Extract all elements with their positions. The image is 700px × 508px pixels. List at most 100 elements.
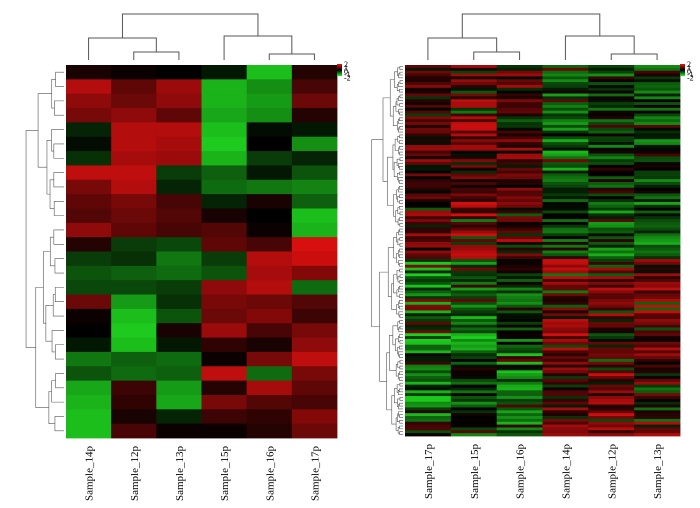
heatmap-cell: [111, 65, 157, 80]
dendrogram-branch: [399, 151, 403, 156]
heatmap-cell: [450, 284, 498, 288]
heatmap-cell: [634, 119, 681, 123]
heatmap-cell: [450, 433, 498, 437]
heatmap-cell: [405, 279, 452, 283]
heatmap-cell: [496, 293, 543, 297]
heatmap-cell: [111, 165, 157, 181]
heatmap-cell: [588, 364, 635, 368]
heatmap-cell: [291, 251, 338, 267]
heatmap-cell: [588, 404, 635, 408]
heatmap-cell: [634, 136, 681, 140]
heatmap-cell: [634, 142, 681, 146]
heatmap-cell: [542, 390, 589, 394]
heatmap-cell: [542, 84, 589, 89]
heatmap-cell: [405, 79, 452, 83]
heatmap-cell: [66, 208, 112, 224]
heatmap-cell: [201, 409, 248, 425]
heatmap-cell: [405, 150, 452, 154]
heatmap-cell: [496, 407, 543, 411]
heatmap-cell: [450, 122, 498, 126]
heatmap-cell: [496, 119, 543, 123]
heatmap-cell: [450, 119, 498, 123]
row-dendrogram: [371, 66, 403, 435]
heatmap-cell: [405, 433, 452, 437]
dendrogram-branch: [398, 260, 403, 266]
heatmap-cell: [588, 358, 635, 363]
heatmap-cell: [588, 301, 635, 306]
dendrogram-branch: [394, 388, 398, 404]
heatmap-cell: [496, 124, 543, 129]
heatmap-cell: [496, 270, 543, 274]
heatmap-cell: [634, 87, 681, 92]
heatmap-cell: [588, 82, 635, 86]
heatmap-cell: [450, 139, 498, 143]
heatmap-cell: [542, 219, 589, 223]
heatmap-cell: [542, 324, 589, 328]
heatmap-cell: [542, 193, 589, 197]
heatmap-cell: [405, 110, 452, 114]
heatmap-cell: [66, 409, 112, 425]
heatmap-cell: [450, 407, 498, 411]
heatmap-cell: [405, 173, 452, 177]
heatmap-cell: [588, 213, 635, 217]
heatmap-cell: [588, 407, 635, 411]
heatmap-cell: [405, 281, 452, 286]
heatmap-cell: [588, 107, 635, 112]
heatmap-cell: [588, 210, 635, 214]
heatmap-cell: [156, 294, 202, 310]
heatmap-cell: [496, 219, 543, 223]
heatmap-cell: [405, 390, 452, 394]
heatmap-cell: [111, 108, 157, 123]
heatmap-cell: [450, 110, 498, 114]
heatmap-cell: [450, 353, 498, 357]
heatmap-cell: [542, 79, 589, 83]
heatmap-cell: [634, 239, 681, 243]
heatmap-cell: [450, 76, 498, 80]
heatmap-cell: [634, 387, 681, 391]
heatmap-cell: [634, 190, 681, 194]
heatmap-cell: [588, 239, 635, 243]
heatmap-cell: [246, 409, 293, 425]
heatmap-cell: [405, 201, 452, 206]
heatmap-cell: [634, 310, 681, 314]
heatmap-cell: [450, 293, 498, 297]
dendrogram-branch: [399, 200, 403, 204]
heatmap-cell: [542, 96, 589, 100]
heatmap-cell: [588, 96, 635, 100]
row-dendrogram: [25, 71, 64, 432]
heatmap-cell: [156, 280, 202, 295]
heatmap-cell: [450, 173, 498, 177]
heatmap-cell: [542, 199, 589, 203]
heatmap-cell: [496, 113, 543, 117]
dendrogram-branch: [55, 71, 64, 87]
heatmap-cell: [291, 165, 338, 181]
heatmap-cell: [405, 84, 452, 89]
heatmap-cell: [496, 313, 543, 317]
heatmap-cell: [634, 67, 681, 72]
heatmap-cell: [450, 70, 498, 74]
heatmap-cell: [405, 427, 452, 431]
heatmap-cell: [405, 76, 452, 80]
heatmap-cell: [450, 404, 498, 408]
heatmap-cell: [496, 330, 543, 334]
heatmap-cell: [588, 79, 635, 83]
heatmap-cell: [405, 410, 452, 414]
heatmap-cell: [291, 108, 338, 123]
heatmap-cell: [542, 162, 589, 166]
heatmap-cell: [246, 366, 293, 382]
heatmap-cell: [542, 376, 589, 380]
heatmap-cell: [291, 308, 338, 324]
heatmap-cell: [66, 423, 112, 439]
heatmap-cell: [634, 327, 681, 331]
column-dendrogram: [427, 13, 658, 60]
heatmap-cell: [246, 280, 293, 295]
heatmap-cell: [542, 287, 589, 291]
heatmap-cell: [634, 421, 681, 425]
heatmap-cell: [496, 299, 543, 303]
heatmap-cell: [542, 281, 589, 286]
heatmap-cell: [634, 84, 681, 89]
heatmap-cell: [496, 333, 543, 337]
heatmap-cell: [496, 96, 543, 100]
heatmap-cell: [496, 384, 543, 388]
